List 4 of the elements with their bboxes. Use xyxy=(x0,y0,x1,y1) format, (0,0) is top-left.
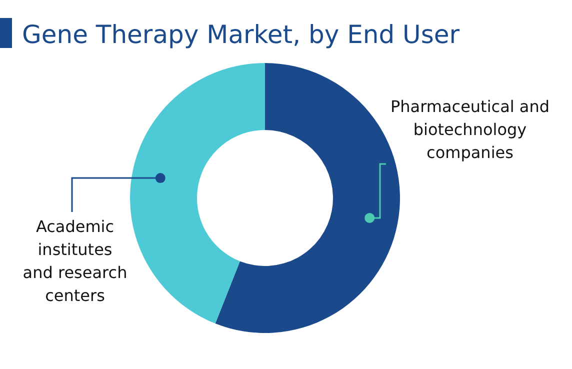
donut-slice xyxy=(130,63,265,324)
chart-title: Gene Therapy Market, by End User xyxy=(22,20,460,49)
slice-label: Academic institutes and research centers xyxy=(22,217,128,305)
slice-label: Pharmaceutical and biotechnology companies xyxy=(390,97,550,162)
